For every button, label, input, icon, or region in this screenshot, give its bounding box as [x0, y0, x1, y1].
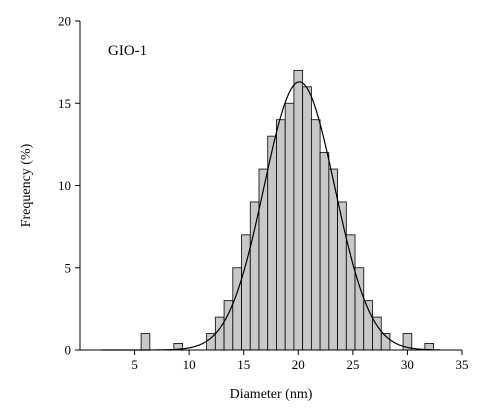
histogram-bar	[354, 267, 365, 351]
y-axis-label: Frequency (%)	[19, 143, 34, 227]
y-tick-label: 0	[65, 343, 72, 358]
x-axis-ticks: 5 10 15 20 25 30 35	[131, 350, 469, 372]
x-tick-label: 5	[131, 357, 138, 372]
histogram-bar	[372, 316, 382, 351]
y-axis-ticks: 0 5 10 15 20	[58, 14, 80, 358]
histogram-bar	[206, 333, 216, 351]
histogram-bar	[337, 201, 347, 351]
y-tick-label: 15	[58, 96, 71, 111]
histogram-bar	[232, 267, 242, 351]
x-tick-label: 20	[292, 357, 305, 372]
histogram-bar	[214, 316, 225, 351]
x-tick-label: 35	[456, 357, 469, 372]
histogram-bar	[140, 333, 151, 351]
histogram-bars	[140, 69, 435, 351]
x-axis-label: Diameter (nm)	[230, 387, 313, 402]
x-tick-label: 30	[401, 357, 414, 372]
y-tick-label: 10	[58, 178, 71, 193]
histogram-bar	[267, 135, 277, 351]
histogram-bar	[284, 102, 295, 351]
y-tick-label: 20	[58, 14, 71, 29]
sample-annotation: GIO-1	[108, 43, 147, 59]
histogram-bar	[319, 152, 330, 351]
histogram-bar	[345, 234, 356, 351]
histogram-bar	[310, 119, 321, 351]
histogram-bar	[293, 69, 304, 351]
x-tick-label: 25	[346, 357, 359, 372]
histogram-bar	[276, 119, 286, 351]
histogram-bar	[302, 86, 312, 351]
x-tick-label: 15	[237, 357, 250, 372]
y-tick-label: 5	[65, 260, 72, 275]
histogram-bar	[249, 201, 260, 351]
histogram-bar	[258, 168, 269, 351]
x-tick-label: 10	[183, 357, 196, 372]
